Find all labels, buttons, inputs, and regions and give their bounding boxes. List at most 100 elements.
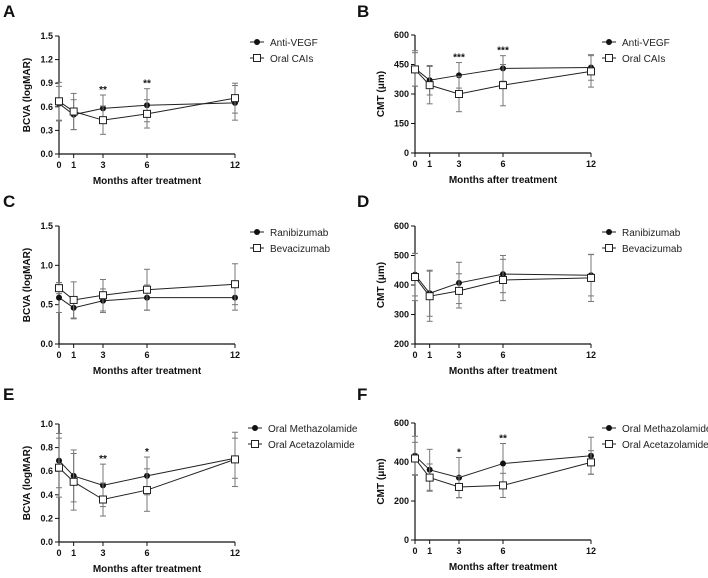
significance-marker: * [457, 448, 461, 459]
y-axis-label: BCVA (logMAR) [22, 58, 33, 132]
y-tick-label: 150 [394, 119, 409, 129]
series-bevacizumab [55, 263, 239, 319]
y-tick-label: 0 [404, 148, 409, 158]
data-point [455, 286, 463, 295]
y-tick-label: 0.3 [40, 125, 53, 135]
y-axis-label: BCVA (logMAR) [22, 446, 33, 520]
data-point [587, 67, 595, 76]
legend-marker [605, 244, 613, 252]
x-tick-label: 1 [427, 546, 432, 556]
series-oral-cais [411, 52, 595, 113]
y-tick-label: 600 [394, 221, 409, 231]
data-point [455, 482, 463, 491]
legend-marker [253, 244, 261, 252]
x-axis-label: Months after treatment [93, 564, 202, 573]
panel-letter: C [3, 192, 15, 211]
data-point [231, 280, 239, 289]
data-point [143, 486, 151, 495]
y-axis-label: CMT (μm) [376, 262, 387, 308]
y-tick-label: 1.0 [40, 260, 53, 270]
data-point [499, 275, 507, 284]
data-point [56, 294, 62, 301]
y-tick-label: 300 [394, 310, 409, 320]
x-tick-label: 0 [412, 546, 417, 556]
y-tick-label: 0.6 [40, 102, 53, 112]
legend-marker [254, 39, 260, 45]
x-tick-label: 3 [456, 546, 461, 556]
panel-letter: B [357, 2, 369, 21]
legend-label: Bevacizumab [622, 244, 682, 255]
x-tick-label: 1 [427, 159, 432, 169]
y-tick-label: 0.0 [40, 537, 53, 547]
data-point [500, 460, 506, 467]
data-point [55, 463, 63, 472]
significance-marker: * [145, 447, 149, 458]
x-tick-label: 3 [100, 548, 105, 558]
data-point [411, 454, 419, 463]
legend-label: Ranibizumab [270, 228, 329, 239]
y-tick-label: 200 [394, 496, 409, 506]
legend-marker [254, 229, 260, 235]
data-point [143, 109, 151, 118]
x-tick-label: 12 [230, 548, 240, 558]
data-point [455, 90, 463, 98]
significance-marker: ** [143, 79, 151, 90]
data-point [55, 284, 63, 293]
chart-panel-c: C 0.0 0.5 1.0 1.5 0 1 3 6 12 Months after treatmen… [3, 192, 330, 377]
y-tick-label: 500 [394, 251, 409, 261]
x-tick-label: 3 [100, 350, 105, 360]
legend-label: Oral Acetazolamide [622, 440, 708, 451]
y-tick-label: 450 [394, 60, 409, 70]
legend-label: Anti-VEGF [270, 38, 318, 49]
legend-label: Anti-VEGF [622, 38, 670, 49]
x-tick-label: 6 [500, 159, 505, 169]
data-point [69, 107, 78, 116]
panel-letter: A [3, 2, 15, 21]
significance-marker: *** [497, 46, 509, 57]
y-tick-label: 0.4 [40, 490, 53, 500]
x-axis-label: Months after treatment [93, 366, 202, 377]
legend-label: Bevacizumab [270, 244, 330, 255]
y-tick-label: 600 [394, 30, 409, 40]
x-tick-label: 6 [144, 160, 149, 170]
y-tick-label: 300 [394, 89, 409, 99]
legend-marker [605, 440, 613, 448]
legend-label: Oral Methazolamide [268, 424, 358, 435]
data-point [231, 455, 239, 464]
x-tick-label: 6 [500, 350, 505, 360]
x-tick-label: 0 [56, 548, 61, 558]
legend-label: Oral CAIs [622, 54, 665, 65]
data-point [69, 295, 78, 304]
y-tick-label: 1.0 [40, 419, 53, 429]
x-tick-label: 3 [456, 350, 461, 360]
chart-panel-a: A 0.0 0.3 0.6 0.9 1.2 1.5 0 1 3 6 12 Months after tr… [3, 2, 318, 187]
significance-marker: ** [99, 454, 107, 465]
data-point [99, 116, 107, 125]
x-tick-label: 6 [144, 548, 149, 558]
y-tick-label: 200 [394, 339, 409, 349]
data-point [69, 477, 78, 486]
y-tick-label: 0.9 [40, 78, 53, 88]
x-tick-label: 1 [427, 350, 432, 360]
y-tick-label: 400 [394, 457, 409, 467]
data-point [231, 94, 239, 103]
panel-letter: E [3, 385, 14, 404]
x-tick-label: 12 [586, 350, 596, 360]
y-tick-label: 0 [404, 535, 409, 545]
significance-marker: *** [453, 53, 465, 64]
y-tick-label: 0.8 [40, 443, 53, 453]
x-tick-label: 1 [71, 160, 76, 170]
data-point [499, 481, 507, 490]
legend-marker [253, 54, 261, 62]
data-point [411, 65, 419, 74]
data-point [425, 81, 434, 90]
panel-letter: D [357, 192, 369, 211]
x-axis-label: Months after treatment [93, 176, 202, 187]
y-tick-label: 400 [394, 280, 409, 290]
data-point [143, 285, 151, 294]
x-tick-label: 0 [412, 350, 417, 360]
significance-marker: ** [499, 433, 507, 444]
x-tick-label: 1 [71, 548, 76, 558]
series-oral-acetazolamide [411, 441, 595, 499]
